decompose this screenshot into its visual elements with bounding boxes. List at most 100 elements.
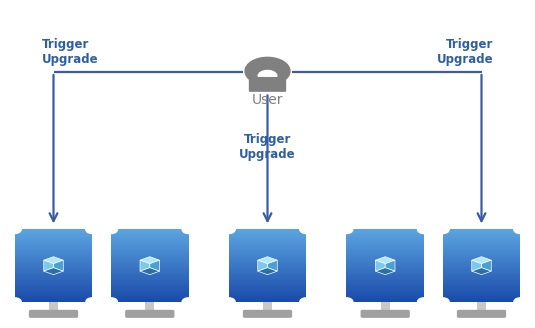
Bar	[15, 253, 92, 255]
Bar	[15, 229, 92, 231]
Bar	[229, 292, 307, 293]
Bar	[347, 236, 424, 238]
Circle shape	[223, 298, 235, 306]
Bar	[443, 229, 520, 231]
Bar	[111, 260, 189, 262]
Bar	[443, 286, 520, 287]
Bar	[347, 231, 424, 232]
Bar	[229, 229, 307, 231]
Polygon shape	[258, 257, 277, 264]
Bar	[443, 273, 520, 274]
Bar	[111, 285, 189, 286]
Bar	[347, 271, 424, 273]
Bar	[443, 291, 520, 292]
Bar	[443, 235, 520, 237]
Bar	[229, 257, 307, 258]
Bar	[347, 289, 424, 291]
Bar	[443, 268, 520, 269]
Bar	[443, 260, 520, 262]
Polygon shape	[385, 260, 395, 271]
Bar	[111, 288, 189, 290]
Bar	[347, 229, 424, 231]
Circle shape	[514, 226, 526, 234]
Bar	[15, 300, 92, 302]
Bar	[15, 231, 92, 232]
Bar	[443, 259, 520, 261]
Bar	[443, 251, 520, 253]
Bar	[347, 288, 424, 290]
Bar	[347, 252, 424, 254]
Bar	[15, 299, 92, 300]
Bar	[229, 235, 307, 237]
Bar	[347, 234, 424, 236]
Circle shape	[514, 298, 526, 306]
Circle shape	[9, 226, 21, 234]
Bar	[443, 282, 520, 284]
Bar	[111, 297, 189, 298]
Bar	[229, 245, 307, 246]
Bar	[229, 255, 307, 256]
Bar	[347, 267, 424, 268]
Bar	[443, 255, 520, 256]
Bar	[443, 285, 520, 286]
Bar	[347, 250, 424, 251]
Bar	[443, 292, 520, 293]
Bar	[15, 238, 92, 239]
Bar	[111, 299, 189, 300]
Bar	[443, 281, 520, 282]
Bar	[347, 286, 424, 287]
Bar	[443, 239, 520, 240]
Bar	[15, 275, 92, 277]
Bar	[347, 285, 424, 286]
Bar	[111, 267, 189, 268]
Bar	[15, 271, 92, 273]
Bar	[347, 287, 424, 289]
Bar	[443, 289, 520, 291]
Bar	[111, 271, 189, 273]
Polygon shape	[49, 302, 58, 311]
Bar	[111, 275, 189, 277]
Bar	[15, 283, 92, 285]
Bar	[15, 274, 92, 275]
Bar	[15, 298, 92, 299]
Bar	[229, 271, 307, 273]
Bar	[229, 269, 307, 271]
Bar	[347, 300, 424, 302]
Bar	[15, 246, 92, 248]
Bar	[111, 249, 189, 250]
Bar	[443, 270, 520, 272]
Polygon shape	[376, 260, 385, 271]
Bar	[229, 299, 307, 300]
Bar	[15, 263, 92, 264]
Bar	[15, 245, 92, 246]
Bar	[111, 286, 189, 287]
Bar	[15, 264, 92, 266]
Bar	[15, 293, 92, 295]
Bar	[111, 263, 189, 264]
Bar	[111, 253, 189, 255]
Bar	[229, 294, 307, 296]
Bar	[443, 246, 520, 248]
Bar	[347, 276, 424, 278]
Bar	[443, 294, 520, 296]
Bar	[15, 277, 92, 279]
Bar	[15, 294, 92, 296]
Bar	[347, 297, 424, 298]
Bar	[443, 241, 520, 243]
Bar	[229, 282, 307, 284]
Bar	[229, 258, 307, 260]
Bar	[111, 239, 189, 240]
Bar	[111, 274, 189, 275]
Bar	[111, 269, 189, 271]
Bar	[443, 278, 520, 280]
Circle shape	[182, 226, 195, 234]
Text: User: User	[252, 93, 283, 107]
Bar	[229, 267, 307, 268]
Circle shape	[437, 298, 449, 306]
Bar	[347, 253, 424, 255]
Bar	[111, 231, 189, 232]
Bar	[15, 247, 92, 249]
Bar	[229, 270, 307, 272]
Polygon shape	[258, 268, 277, 275]
Bar	[229, 240, 307, 242]
